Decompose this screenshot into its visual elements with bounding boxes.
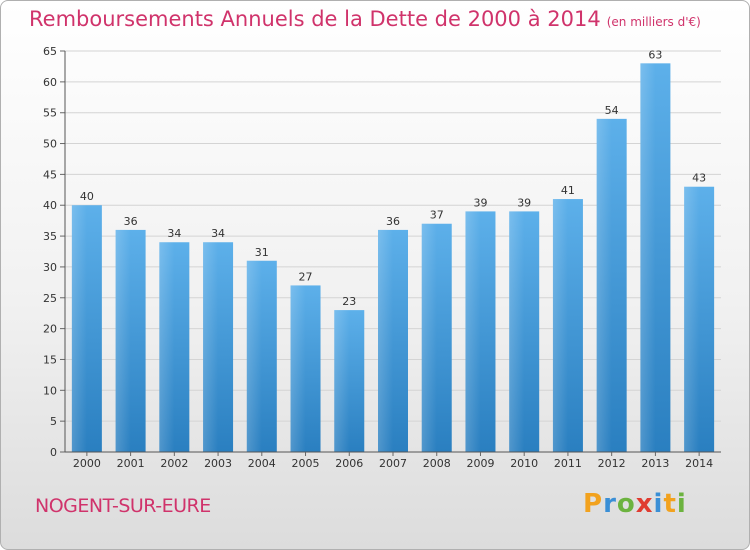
bar-shine-2014 xyxy=(684,186,700,452)
y-tick-label-55: 55 xyxy=(43,107,57,120)
bar-shine-2007 xyxy=(378,229,393,452)
value-label-2007: 36 xyxy=(386,215,400,228)
bar-shine-2004 xyxy=(246,260,262,452)
y-tick-label-65: 65 xyxy=(43,45,57,58)
y-tick-label-15: 15 xyxy=(43,353,57,366)
bars-layer: 40 36 34 34 31 27 23 36 37 39 39 41 54 63 43 xyxy=(71,48,715,452)
chart-title: Remboursements Annuels de la Dette de 20… xyxy=(29,7,701,31)
proxiti-logo: Proxiti xyxy=(583,489,687,519)
value-label-2005: 27 xyxy=(299,270,313,283)
bar-shine-2010 xyxy=(509,211,525,452)
x-tick-label-2013: 2013 xyxy=(641,457,669,470)
logo-letter-p: P xyxy=(583,489,604,519)
x-tick-label-2000: 2000 xyxy=(73,457,101,470)
y-tick-label-40: 40 xyxy=(43,199,57,212)
y-tick-label-60: 60 xyxy=(43,76,57,89)
value-label-2006: 23 xyxy=(342,295,356,308)
y-tick-label-10: 10 xyxy=(43,384,57,397)
x-tick-label-2008: 2008 xyxy=(423,457,451,470)
y-tick-label-5: 5 xyxy=(50,415,57,428)
bar-shine-2012 xyxy=(596,118,612,452)
logo-letter-i1: i xyxy=(653,489,664,519)
y-tick-label-50: 50 xyxy=(43,138,57,151)
x-tick-label-2010: 2010 xyxy=(510,457,538,470)
bar-shine-2009 xyxy=(465,211,481,452)
bar-shine-2001 xyxy=(115,229,131,452)
x-tick-label-2004: 2004 xyxy=(248,457,276,470)
bar-shine-2008 xyxy=(421,223,437,452)
bar-shine-2013 xyxy=(640,63,656,452)
y-tick-label-25: 25 xyxy=(43,292,57,305)
bar-shine-2005 xyxy=(290,285,306,452)
value-label-2001: 36 xyxy=(124,215,138,228)
value-label-2010: 39 xyxy=(517,196,531,209)
unit-label: (en milliers d'€) xyxy=(606,15,701,29)
x-tick-label-2011: 2011 xyxy=(554,457,582,470)
x-tick-label-2003: 2003 xyxy=(204,457,232,470)
bar-shine-2011 xyxy=(552,199,568,452)
logo-letter-i2: i xyxy=(676,489,687,519)
axis-layer: 0 5 10 15 20 25 30 35 40 45 50 55 60 65 2000 2001 2002 20… xyxy=(43,45,721,470)
value-label-2004: 31 xyxy=(255,246,269,259)
bar-shine-2000 xyxy=(71,205,87,452)
title-text: Remboursements Annuels de la Dette de 20… xyxy=(29,7,601,31)
bar-shine-2003 xyxy=(203,242,219,452)
logo-letter-o: o xyxy=(616,489,636,519)
commune-name: NOGENT-SUR-EURE xyxy=(35,495,211,517)
y-tick-label-35: 35 xyxy=(43,230,57,243)
logo-letter-t: t xyxy=(663,489,677,519)
x-tick-label-2012: 2012 xyxy=(598,457,626,470)
x-tick-label-2014: 2014 xyxy=(685,457,713,470)
value-label-2012: 54 xyxy=(605,104,619,117)
y-tick-label-30: 30 xyxy=(43,261,57,274)
logo-letter-r: r xyxy=(603,489,617,519)
x-tick-label-2006: 2006 xyxy=(335,457,363,470)
x-tick-label-2007: 2007 xyxy=(379,457,407,470)
value-label-2002: 34 xyxy=(167,227,181,240)
value-label-2014: 43 xyxy=(692,172,706,185)
value-label-2000: 40 xyxy=(80,190,94,203)
value-label-2011: 41 xyxy=(561,184,575,197)
y-tick-label-0: 0 xyxy=(50,446,57,459)
value-label-2013: 63 xyxy=(648,48,662,61)
value-label-2003: 34 xyxy=(211,227,225,240)
x-tick-label-2002: 2002 xyxy=(160,457,188,470)
y-tick-label-20: 20 xyxy=(43,323,57,336)
logo-letter-x: x xyxy=(635,489,654,519)
y-tick-label-45: 45 xyxy=(43,168,57,181)
x-tick-label-2005: 2005 xyxy=(292,457,320,470)
value-label-2008: 37 xyxy=(430,209,444,222)
x-tick-label-2001: 2001 xyxy=(117,457,145,470)
value-label-2009: 39 xyxy=(473,196,487,209)
bar-shine-2006 xyxy=(334,310,350,452)
bar-shine-2002 xyxy=(159,242,175,452)
x-tick-label-2009: 2009 xyxy=(466,457,494,470)
